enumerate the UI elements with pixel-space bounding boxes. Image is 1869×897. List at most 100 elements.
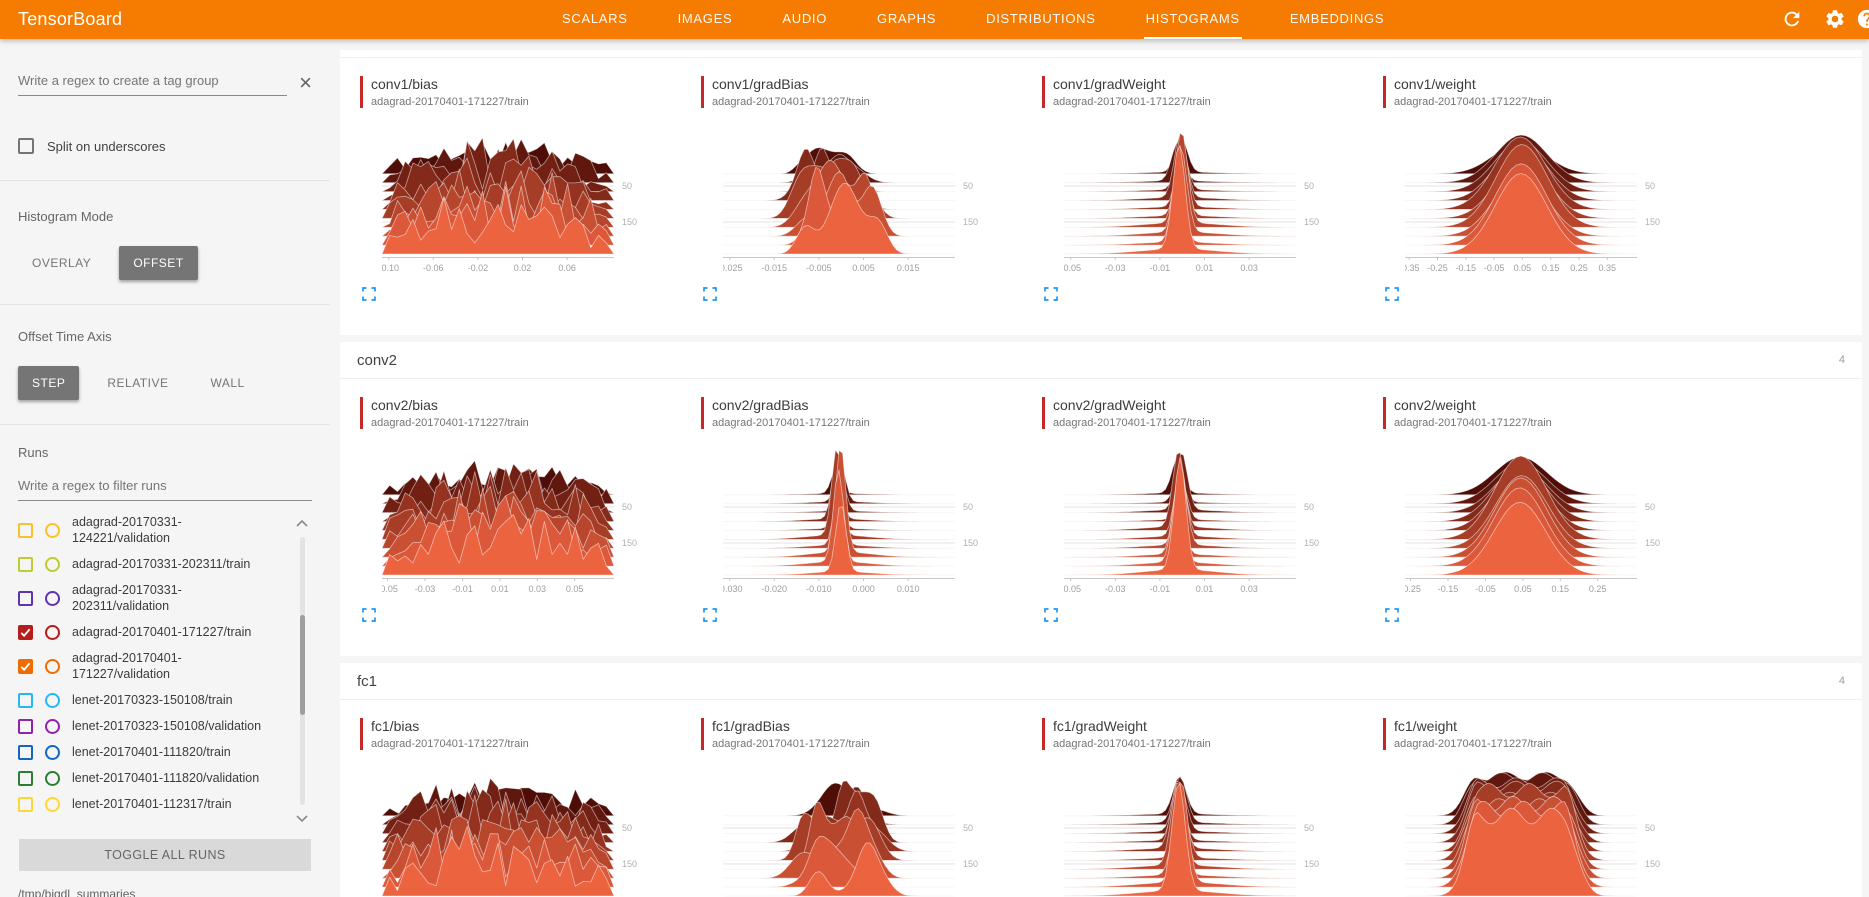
help-icon[interactable]	[1856, 8, 1869, 30]
histogram-plot[interactable]: 50 150 -0.25 -0.15 -0.05 0.05 0.15 0.25	[1405, 448, 1697, 600]
tab-distributions[interactable]: DISTRIBUTIONS	[986, 11, 1096, 26]
run-radio[interactable]	[45, 556, 60, 572]
run-checkbox[interactable]	[18, 770, 33, 786]
histogram-plot[interactable]: 50 150 -0.05 -0.03 -0.01 0.01 0.03 0.05	[382, 448, 674, 600]
settings-gear-icon[interactable]	[1824, 8, 1846, 30]
chart-title: fc1/weight	[1394, 718, 1458, 734]
histogram-mode-offset-button[interactable]: OFFSET	[119, 246, 198, 280]
run-checkbox[interactable]	[18, 692, 33, 708]
expand-chart-icon[interactable]	[1044, 287, 1058, 301]
run-row[interactable]: lenet-20170401-112317/train	[18, 791, 282, 817]
chart-title: conv2/weight	[1394, 397, 1476, 413]
expand-chart-icon[interactable]	[362, 608, 376, 622]
run-radio[interactable]	[45, 770, 60, 786]
run-radio[interactable]	[45, 796, 60, 812]
expand-chart-icon[interactable]	[1044, 608, 1058, 622]
run-row[interactable]: adagrad-20170331-202311/train	[18, 551, 282, 577]
run-radio[interactable]	[45, 522, 60, 538]
run-checkbox[interactable]	[18, 624, 33, 640]
run-checkbox[interactable]	[18, 590, 33, 606]
card-titles: fc1/bias adagrad-20170401-171227/train	[371, 718, 529, 751]
svg-text:-0.35: -0.35	[1405, 263, 1419, 273]
svg-text:0.015: 0.015	[897, 263, 920, 273]
tab-graphs[interactable]: GRAPHS	[877, 11, 937, 26]
svg-text:150: 150	[1304, 538, 1319, 548]
histogram-card: fc1/gradWeight adagrad-20170401-171227/tr…	[1030, 718, 1371, 897]
histogram-plot[interactable]: 50 150 -0.10 -0.06 -0.02 0.02 0.06	[382, 127, 674, 279]
chart-run-label: adagrad-20170401-171227/train	[371, 417, 529, 429]
expand-chart-icon[interactable]	[1385, 287, 1399, 301]
run-row[interactable]: adagrad-20170331-202311/validation	[18, 577, 282, 619]
time-axis-step-button[interactable]: STEP	[18, 366, 80, 400]
chart-title: conv1/gradWeight	[1053, 76, 1166, 92]
histogram-plot[interactable]: 50 150	[1405, 769, 1697, 897]
run-row[interactable]: lenet-20170323-150108/train	[18, 687, 282, 713]
svg-text:0.01: 0.01	[491, 584, 509, 594]
tab-images[interactable]: IMAGES	[677, 11, 733, 26]
run-row[interactable]: lenet-20170401-111820/validation	[18, 765, 282, 791]
run-row[interactable]: lenet-20170401-111820/train	[18, 739, 282, 765]
histogram-plot[interactable]: 50 150 -0.05 -0.03 -0.01 0.01 0.03	[1064, 448, 1356, 600]
histogram-plot[interactable]: 50 150	[1064, 769, 1356, 897]
scroll-up-icon[interactable]	[294, 517, 310, 529]
histogram-plot[interactable]: 50 150 -0.025 -0.015 -0.005 0.005 0.015	[723, 127, 1015, 279]
histogram-plot[interactable]: 50 150 -0.05 -0.03 -0.01 0.01 0.03	[1064, 127, 1356, 279]
tag-filter-input[interactable]	[18, 69, 288, 96]
category-header[interactable]: fc1 4	[340, 663, 1862, 700]
expand-chart-icon[interactable]	[703, 608, 717, 622]
toggle-all-runs-button[interactable]: TOGGLE ALL RUNS	[19, 839, 311, 871]
tab-scalars[interactable]: SCALARS	[562, 11, 628, 26]
card-header: conv2/weight adagrad-20170401-171227/trai…	[1383, 397, 1712, 430]
clear-tag-filter-icon[interactable]: ×	[299, 69, 312, 95]
run-radio[interactable]	[45, 590, 60, 606]
histogram-plot[interactable]: 50 150	[723, 769, 1015, 897]
run-checkbox[interactable]	[18, 658, 33, 674]
histogram-plot[interactable]: 50 150	[382, 769, 674, 897]
run-radio[interactable]	[45, 692, 60, 708]
run-radio[interactable]	[45, 658, 60, 674]
histogram-card: fc1/weight adagrad-20170401-171227/train 5…	[1371, 718, 1712, 897]
svg-text:-0.03: -0.03	[415, 584, 436, 594]
svg-text:150: 150	[1304, 859, 1319, 869]
run-radio[interactable]	[45, 718, 60, 734]
run-row[interactable]: adagrad-20170401-171227/validation	[18, 645, 282, 687]
tab-embeddings[interactable]: EMBEDDINGS	[1289, 11, 1385, 26]
card-header: conv1/gradWeight adagrad-20170401-171227/…	[1042, 76, 1371, 109]
svg-text:150: 150	[622, 217, 637, 227]
run-radio[interactable]	[45, 744, 60, 760]
run-checkbox[interactable]	[18, 522, 33, 538]
header-tabs: SCALARS IMAGES AUDIO GRAPHS DISTRIBUTIONS HIS…	[560, 0, 1386, 39]
chart-grid: fc1/bias adagrad-20170401-171227/train 50 1…	[340, 700, 1862, 897]
refresh-icon[interactable]	[1781, 8, 1803, 30]
run-row[interactable]: adagrad-20170401-171227/train	[18, 619, 282, 645]
svg-text:-0.05: -0.05	[1484, 263, 1505, 273]
histogram-plot[interactable]: 50 150 -0.35 -0.25 -0.15 -0.05 0.05 0.15 0.25 0.3…	[1405, 127, 1697, 279]
time-axis-wall-button[interactable]: WALL	[196, 366, 258, 400]
run-checkbox[interactable]	[18, 718, 33, 734]
expand-chart-icon[interactable]	[362, 287, 376, 301]
card-header: conv1/weight adagrad-20170401-171227/trai…	[1383, 76, 1712, 109]
time-axis-relative-button[interactable]: RELATIVE	[93, 366, 182, 400]
svg-text:0.35: 0.35	[1599, 263, 1617, 273]
tab-histograms[interactable]: HISTOGRAMS	[1143, 0, 1242, 39]
run-radio[interactable]	[45, 624, 60, 640]
run-checkbox[interactable]	[18, 556, 33, 572]
runs-filter-input[interactable]	[18, 474, 312, 501]
chart-grid: conv1/bias adagrad-20170401-171227/train 5…	[340, 58, 1862, 335]
histogram-plot[interactable]: 50 150 -0.030 -0.020 -0.010 0.000 0.010	[723, 448, 1015, 600]
expand-chart-icon[interactable]	[703, 287, 717, 301]
run-checkbox[interactable]	[18, 796, 33, 812]
histogram-mode-overlay-button[interactable]: OVERLAY	[18, 246, 105, 280]
svg-text:0.25: 0.25	[1589, 584, 1607, 594]
scroll-down-icon[interactable]	[294, 813, 310, 825]
expand-chart-icon[interactable]	[1385, 608, 1399, 622]
split-underscores-row[interactable]: Split on underscores	[18, 138, 312, 154]
split-underscores-checkbox[interactable]	[18, 138, 34, 154]
category-header[interactable]: conv2 4	[340, 342, 1862, 379]
runs-scrollbar[interactable]	[300, 537, 305, 805]
run-checkbox[interactable]	[18, 744, 33, 760]
run-row[interactable]: lenet-20170323-150108/validation	[18, 713, 282, 739]
run-row[interactable]: adagrad-20170331-124221/validation	[18, 509, 282, 551]
scrollbar-thumb[interactable]	[300, 615, 305, 715]
tab-audio[interactable]: AUDIO	[782, 11, 828, 26]
